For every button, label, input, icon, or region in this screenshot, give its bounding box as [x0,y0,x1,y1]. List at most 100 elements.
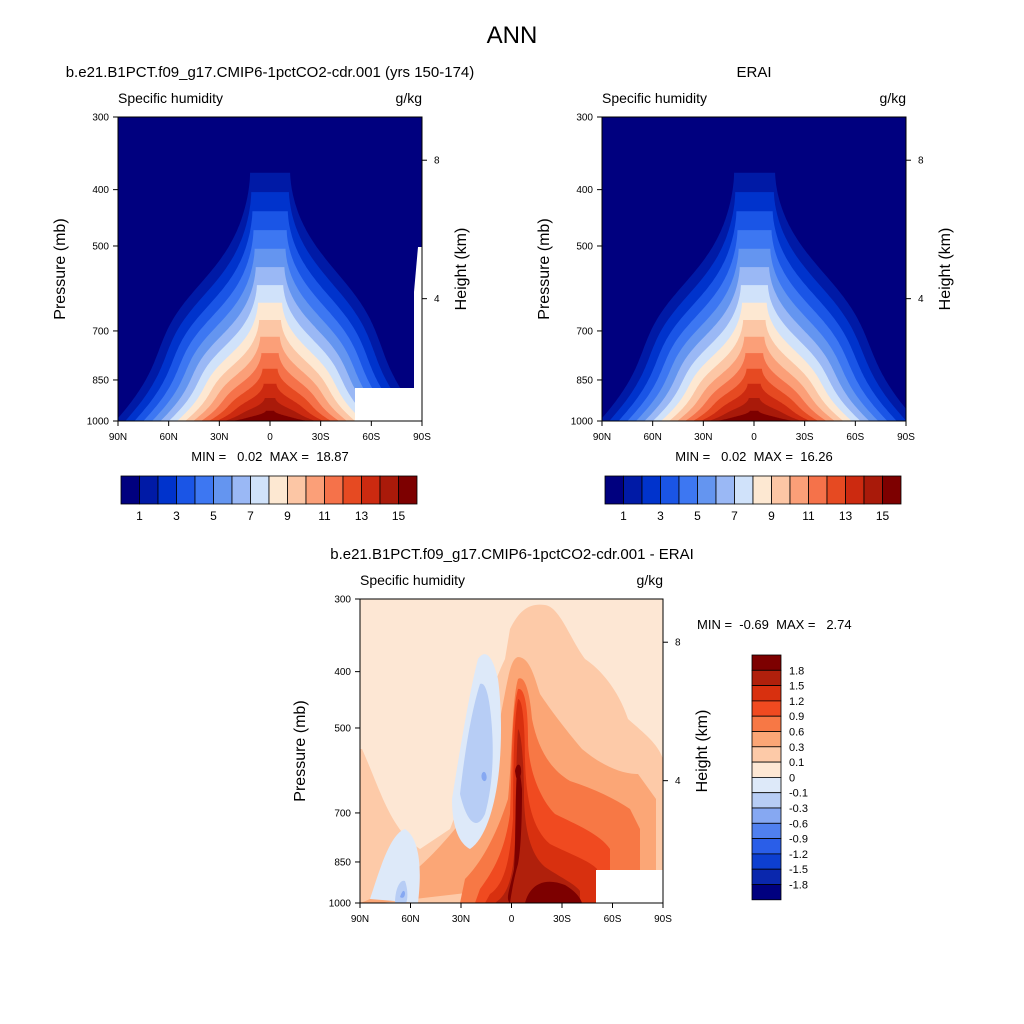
y-tick-label: 700 [334,808,351,819]
y-tick-label: 300 [334,595,351,606]
y-tick-label: 300 [576,113,593,124]
x-tick-label: 90S [897,432,915,443]
colorbar: 1 3 5 7 9 11 13 15 [604,475,902,523]
y-right-tick-label: 8 [675,638,681,649]
colorbar-label: 1 [136,509,143,523]
y-right-tick-label: 4 [918,294,924,305]
colorbar-swatch [324,475,344,505]
panel-units-label: g/kg [396,90,422,106]
colorbar-label: 7 [731,509,738,523]
colorbar-label: 13 [839,509,853,523]
colorbar-swatch [751,746,782,763]
colorbar-swatch [641,475,661,505]
x-tick-label: 30S [796,432,814,443]
colorbar-swatch [604,475,624,505]
colorbar-swatch [194,475,214,505]
y-axis-right-label: Height (km) [453,228,470,311]
plot-axes: 90N 60N 30N 0 30S 60S 90S 300 400 500 700 850 1000 4 8 [87,113,440,444]
colorbar-label: -1.8 [789,880,808,892]
plot-axes: 90N 60N 30N 0 30S 60S 90S 300 400 500 700 850 1000 4 8 [329,595,681,926]
colorbar-label: -0.1 [789,788,808,800]
colorbar-label: 7 [247,509,254,523]
colorbar-swatch [398,475,418,505]
x-tick-label: 60S [362,432,380,443]
y-tick-label: 500 [576,241,593,252]
panel-title: b.e21.B1PCT.f09_g17.CMIP6-1pctCO2-cdr.00… [66,64,475,81]
colorbar-swatch [751,884,782,901]
colorbar-swatch [751,777,782,794]
colorbar-swatch [305,475,325,505]
colorbar-label: 9 [284,509,291,523]
colorbar-label: 0.6 [789,727,804,739]
y-tick-label: 500 [334,723,351,734]
colorbar-label: -0.6 [789,818,808,830]
colorbar-swatch [751,669,782,686]
contour-band [224,398,316,421]
min-max-stats: MIN = -0.69 MAX = 2.74 [697,617,852,632]
colorbar-swatch [863,475,883,505]
y-tick-label: 700 [92,326,109,337]
colorbar-label: 0.9 [789,711,804,723]
colorbar-label: 0 [789,772,795,784]
colorbar-label: 11 [802,509,815,523]
colorbar: 1.8 1.5 1.2 0.9 0.6 0.3 0.1 0 -0.1 -0.3 -0.6 -0.9 -1… [751,654,808,901]
colorbar-swatch [250,475,270,505]
colorbar-swatch [751,685,782,702]
contour-band [460,683,493,823]
colorbar-swatch [379,475,399,505]
x-tick-label: 90N [109,432,127,443]
x-tick-label: 90N [351,914,369,925]
colorbar-label: 15 [876,509,890,523]
x-tick-label: 90N [593,432,611,443]
colorbar-swatch [734,475,754,505]
contour-band [716,410,794,421]
y-axis-right-label: Height (km) [937,228,954,311]
panel-units-label: g/kg [637,572,663,588]
colorbar-swatch [139,475,159,505]
panel-title: b.e21.B1PCT.f09_g17.CMIP6-1pctCO2-cdr.00… [330,546,694,563]
colorbar-swatch [715,475,735,505]
contour-plot [360,599,663,903]
y-right-tick-label: 8 [918,156,924,167]
x-tick-label: 60N [401,914,419,925]
colorbar-swatch [808,475,828,505]
colorbar-label: -0.9 [789,834,808,846]
colorbar-swatch [771,475,791,505]
y-tick-label: 400 [576,185,593,196]
y-tick-label: 400 [92,185,109,196]
y-right-tick-label: 4 [675,776,681,787]
min-max-stats: MIN = 0.02 MAX = 18.87 [191,449,349,464]
colorbar-label: 13 [355,509,369,523]
colorbar-swatch [678,475,698,505]
y-right-tick-label: 4 [434,294,440,305]
colorbar-swatch [623,475,643,505]
x-tick-label: 0 [267,432,273,443]
x-tick-label: 90S [654,914,672,925]
colorbar-swatch [751,715,782,732]
colorbar-label: 5 [210,509,217,523]
missing-data-region [596,870,663,903]
colorbar-swatch [176,475,196,505]
panel-difference: b.e21.B1PCT.f09_g17.CMIP6-1pctCO2-cdr.00… [292,546,852,925]
colorbar-swatch [157,475,177,505]
y-right-tick-label: 8 [434,156,440,167]
x-tick-label: 30N [210,432,228,443]
y-tick-label: 400 [334,667,351,678]
y-tick-label: 1000 [329,899,352,910]
colorbar-swatch [751,853,782,870]
colorbar-label: 1.2 [789,696,804,708]
contour-plot [118,117,422,421]
y-tick-label: 850 [334,857,351,868]
panel-model: b.e21.B1PCT.f09_g17.CMIP6-1pctCO2-cdr.00… [52,64,474,523]
missing-data-region [355,388,422,421]
contour-band [485,699,597,903]
contour-band [232,410,308,421]
colorbar-swatch [361,475,381,505]
panel-units-label: g/kg [880,90,906,106]
colorbar-label: 0.3 [789,742,804,754]
colorbar-swatch [751,838,782,855]
y-tick-label: 500 [92,241,109,252]
y-tick-label: 1000 [87,417,110,428]
colorbar-swatch [789,475,809,505]
